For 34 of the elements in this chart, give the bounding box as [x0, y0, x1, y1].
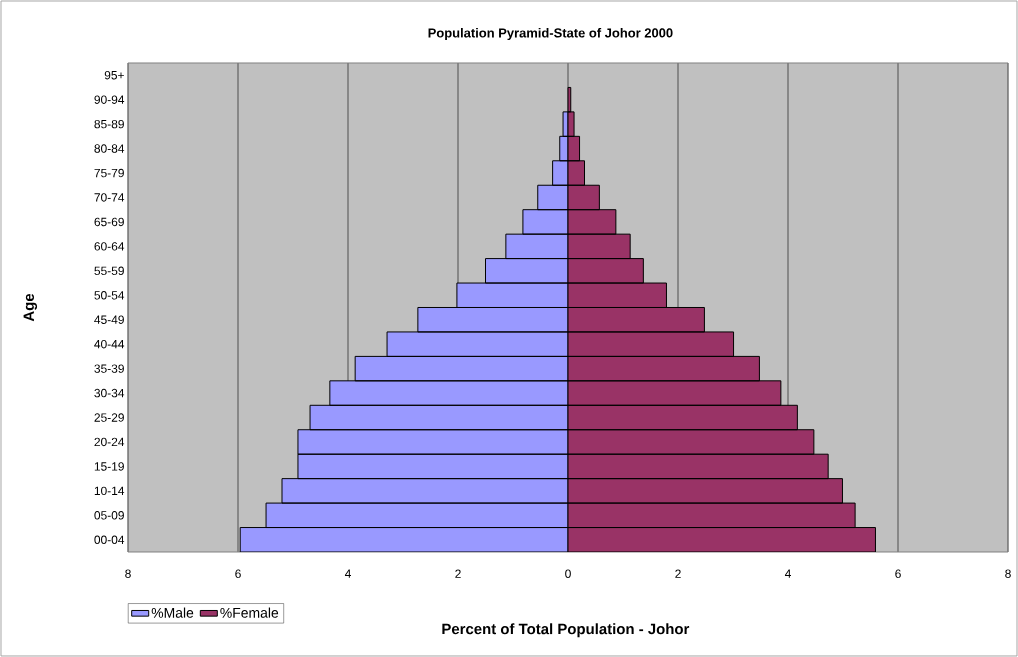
y-tick-label: 45-49	[94, 315, 124, 324]
x-tick-label: 8	[125, 569, 131, 578]
x-tick-label: 8	[1005, 569, 1011, 578]
legend-label: %Female	[220, 607, 279, 618]
y-tick-label: 10-14	[94, 486, 125, 496]
x-axis-title: Percent of Total Population - Johor	[442, 623, 690, 638]
y-tick-label: 40-44	[94, 339, 125, 349]
y-tick-label: 70-74	[94, 193, 125, 202]
y-tick-label: 30-34	[94, 388, 125, 398]
y-tick-label: 05-09	[94, 511, 124, 520]
y-tick-label: 35-39	[94, 364, 124, 373]
x-tick-label: 4	[784, 569, 791, 578]
y-axis-title: Age	[23, 293, 38, 322]
y-tick-label: 20-24	[94, 437, 125, 447]
y-tick-label: 25-29	[94, 413, 124, 422]
x-tick-label: 2	[675, 569, 681, 578]
y-tick-label: 55-59	[94, 266, 124, 276]
y-tick-label: 00-04	[94, 535, 125, 544]
y-tick-label: 50-54	[94, 291, 125, 300]
y-tick-label: 65-69	[94, 217, 124, 227]
y-tick-label: 60-64	[94, 242, 125, 251]
x-tick-label: 6	[235, 569, 241, 578]
x-tick-label: 2	[455, 569, 461, 578]
y-tick-label: 95+	[104, 70, 124, 80]
y-tick-label: 15-19	[94, 462, 124, 471]
x-tick-label: 6	[895, 569, 901, 578]
y-tick-label: 90-94	[94, 95, 125, 104]
legend-label: %Male	[151, 607, 194, 618]
y-tick-label: 85-89	[94, 119, 124, 129]
x-tick-label: 0	[565, 569, 571, 578]
y-tick-label: 75-79	[94, 168, 124, 178]
y-tick-label: 80-84	[94, 144, 125, 153]
chart-title: Population Pyramid-State of Johor 2000	[428, 27, 673, 41]
x-tick-label: 4	[344, 569, 351, 578]
